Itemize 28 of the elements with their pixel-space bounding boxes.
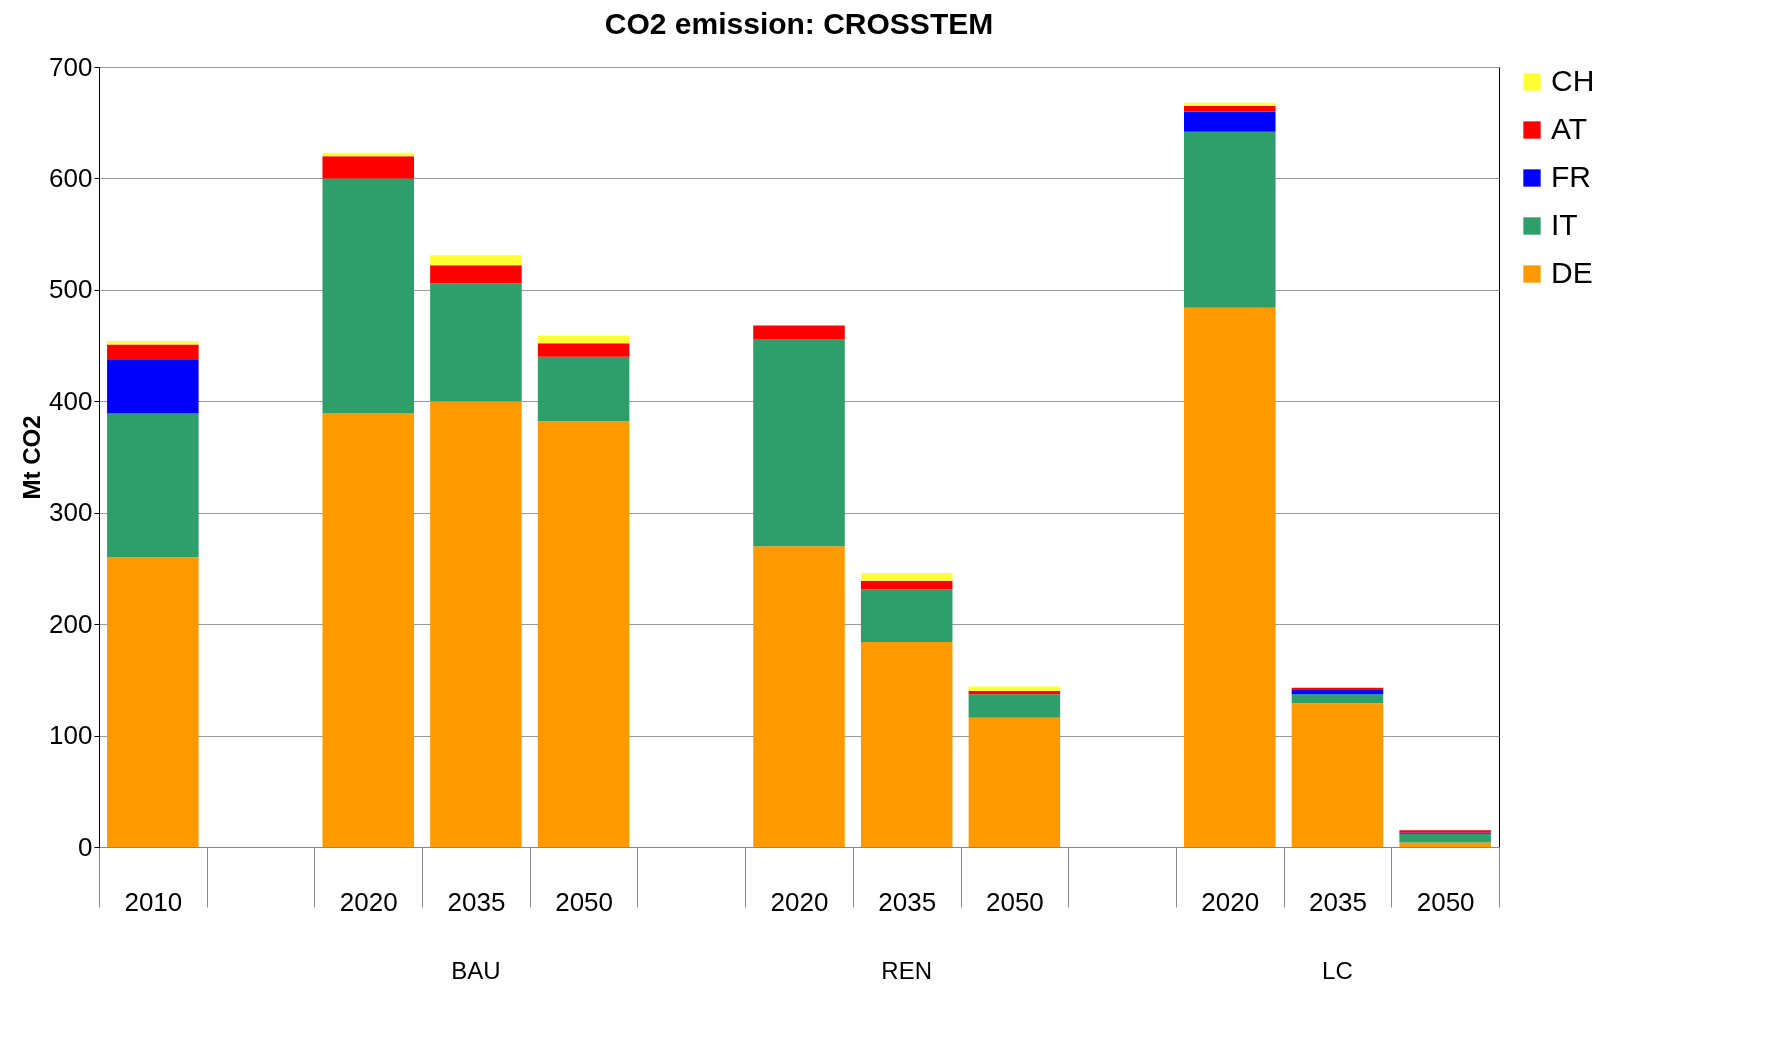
x-tick-label: 2035: [447, 886, 506, 917]
chart-title: CO2 emission: CROSSTEM: [604, 7, 994, 40]
x-tick-label: 2050: [985, 886, 1044, 917]
legend-label: DE: [1551, 256, 1593, 289]
text: BAU: [451, 957, 501, 984]
x-tick-label: 2035: [1309, 886, 1367, 917]
legend-label: AT: [1551, 112, 1588, 145]
x-tick-label: 2035: [878, 886, 937, 917]
legend-label: IT: [1551, 208, 1578, 241]
x-tick-label: 2010: [124, 886, 183, 917]
x-tick-label: 2020: [1201, 886, 1260, 917]
legend-label: FR: [1551, 160, 1591, 193]
y-tick-label: 700: [49, 51, 93, 82]
text: LC: [1322, 957, 1353, 984]
y-tick-label: 0: [78, 831, 93, 862]
y-tick-label: 300: [49, 497, 93, 528]
x-tick-label: 2050: [555, 886, 614, 917]
y-axis-title: Mt CO2: [18, 415, 46, 500]
y-tick-label: 200: [49, 608, 93, 639]
x-tick-label: 2020: [770, 886, 829, 917]
text: REN: [881, 957, 933, 984]
y-tick-label: 400: [49, 385, 93, 416]
y-tick-label: 500: [49, 274, 93, 305]
x-tick-label: 2020: [339, 886, 398, 917]
x-tick-label: 2050: [1416, 886, 1475, 917]
y-tick-label: 100: [49, 720, 93, 751]
y-tick-label: 600: [49, 162, 93, 193]
legend-label: CH: [1551, 64, 1595, 97]
